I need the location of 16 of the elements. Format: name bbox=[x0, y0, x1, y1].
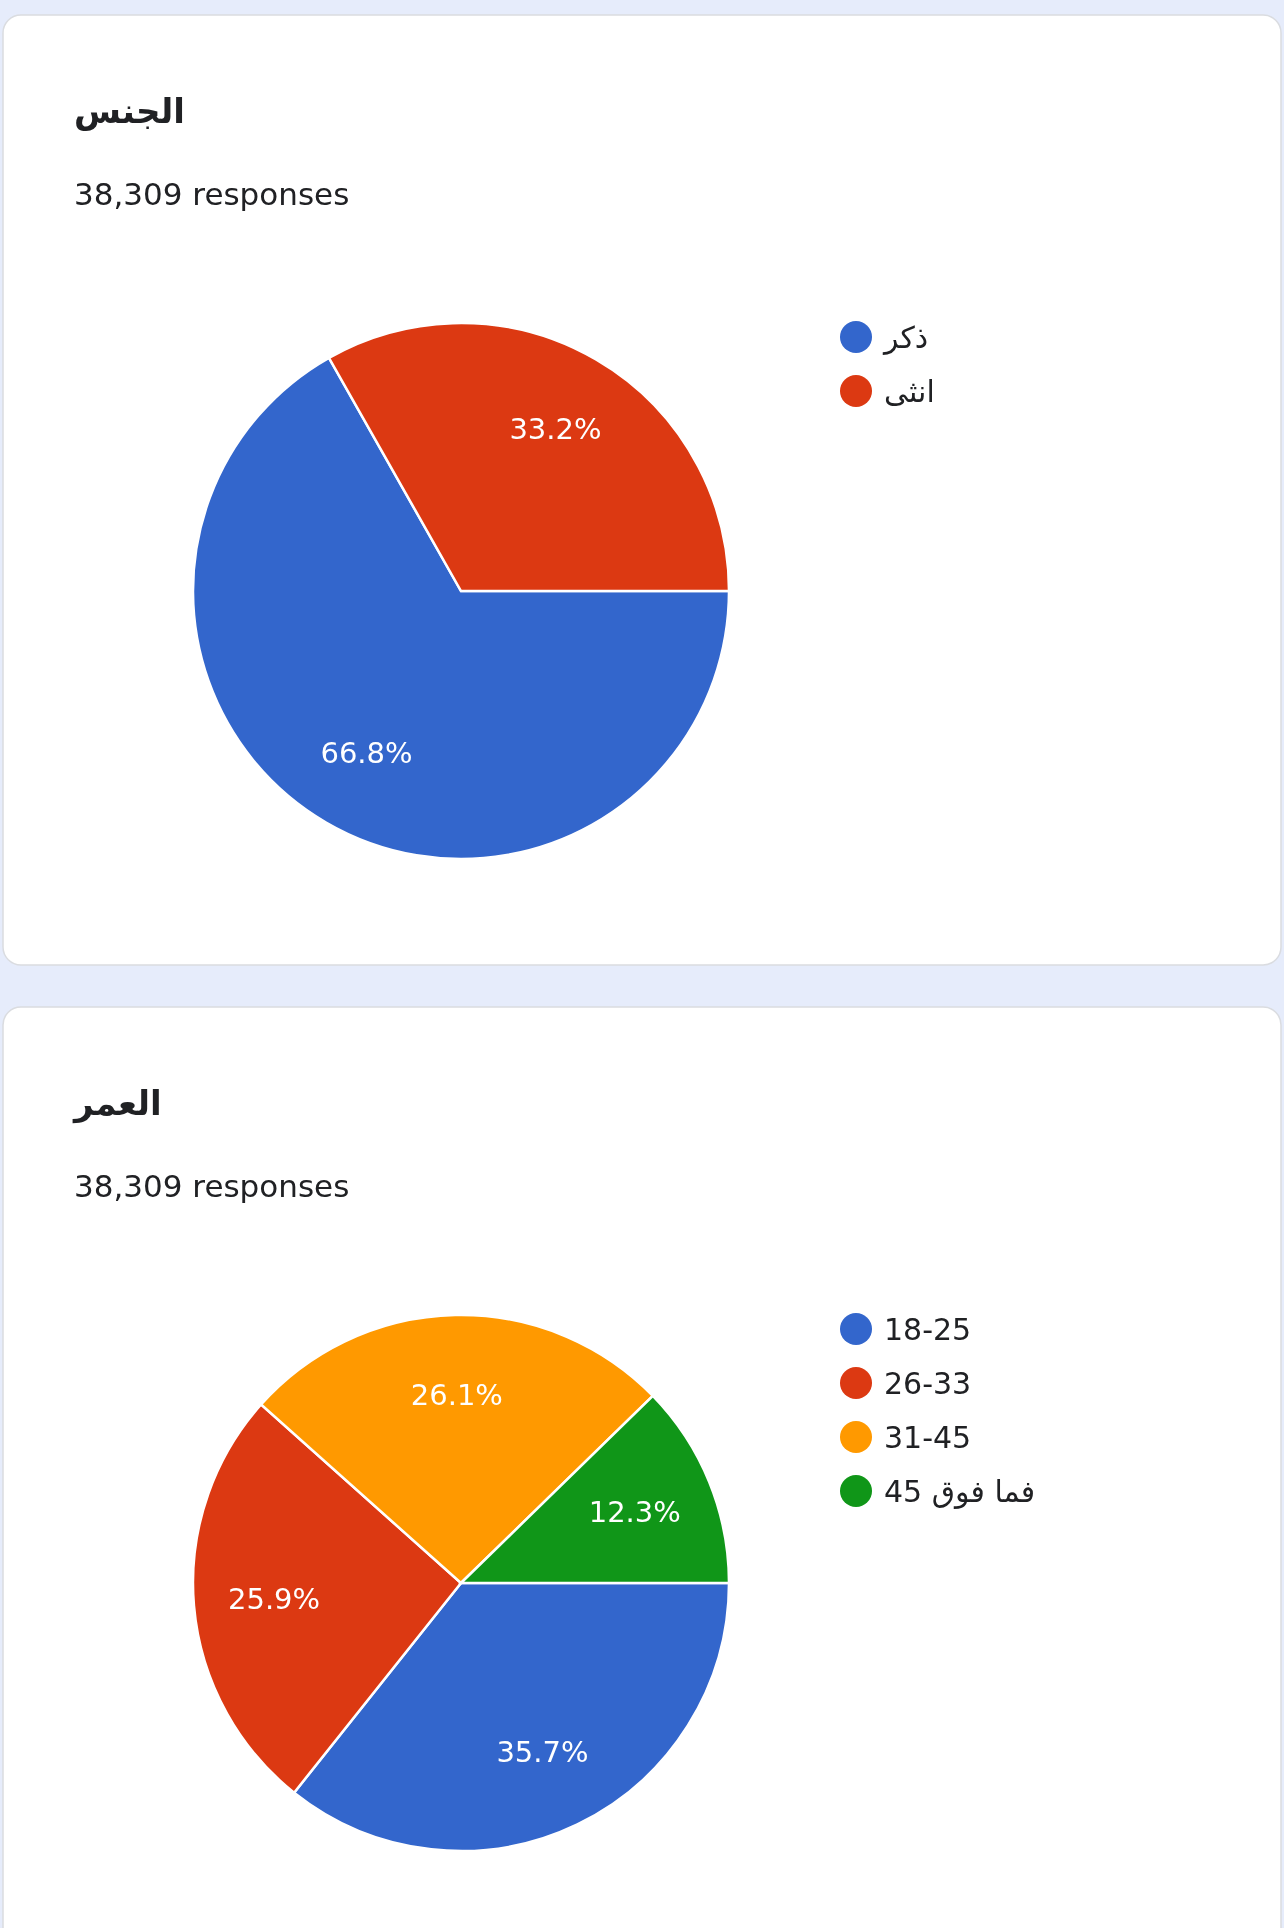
data-label: 25.9% bbox=[228, 1581, 321, 1616]
data-label: 66.8% bbox=[320, 736, 413, 771]
legend-label: 26-33 bbox=[884, 1365, 972, 1401]
chart-title: العمر bbox=[72, 1083, 162, 1124]
legend-label: فما فوق 45 bbox=[884, 1473, 1036, 1509]
data-label: 33.2% bbox=[509, 411, 602, 446]
legend-label: انثى bbox=[884, 373, 935, 409]
chart-subtitle: 38,309 responses bbox=[74, 176, 350, 212]
legend-label: 18-25 bbox=[884, 1311, 972, 1347]
data-label: 35.7% bbox=[496, 1734, 589, 1769]
legend-label: 31-45 bbox=[884, 1419, 972, 1455]
data-label: 12.3% bbox=[588, 1495, 681, 1530]
chart-subtitle: 38,309 responses bbox=[74, 1168, 350, 1204]
data-label: 26.1% bbox=[410, 1378, 503, 1413]
chart-title: الجنس bbox=[74, 91, 185, 131]
legend-label: ذكر bbox=[882, 319, 929, 355]
